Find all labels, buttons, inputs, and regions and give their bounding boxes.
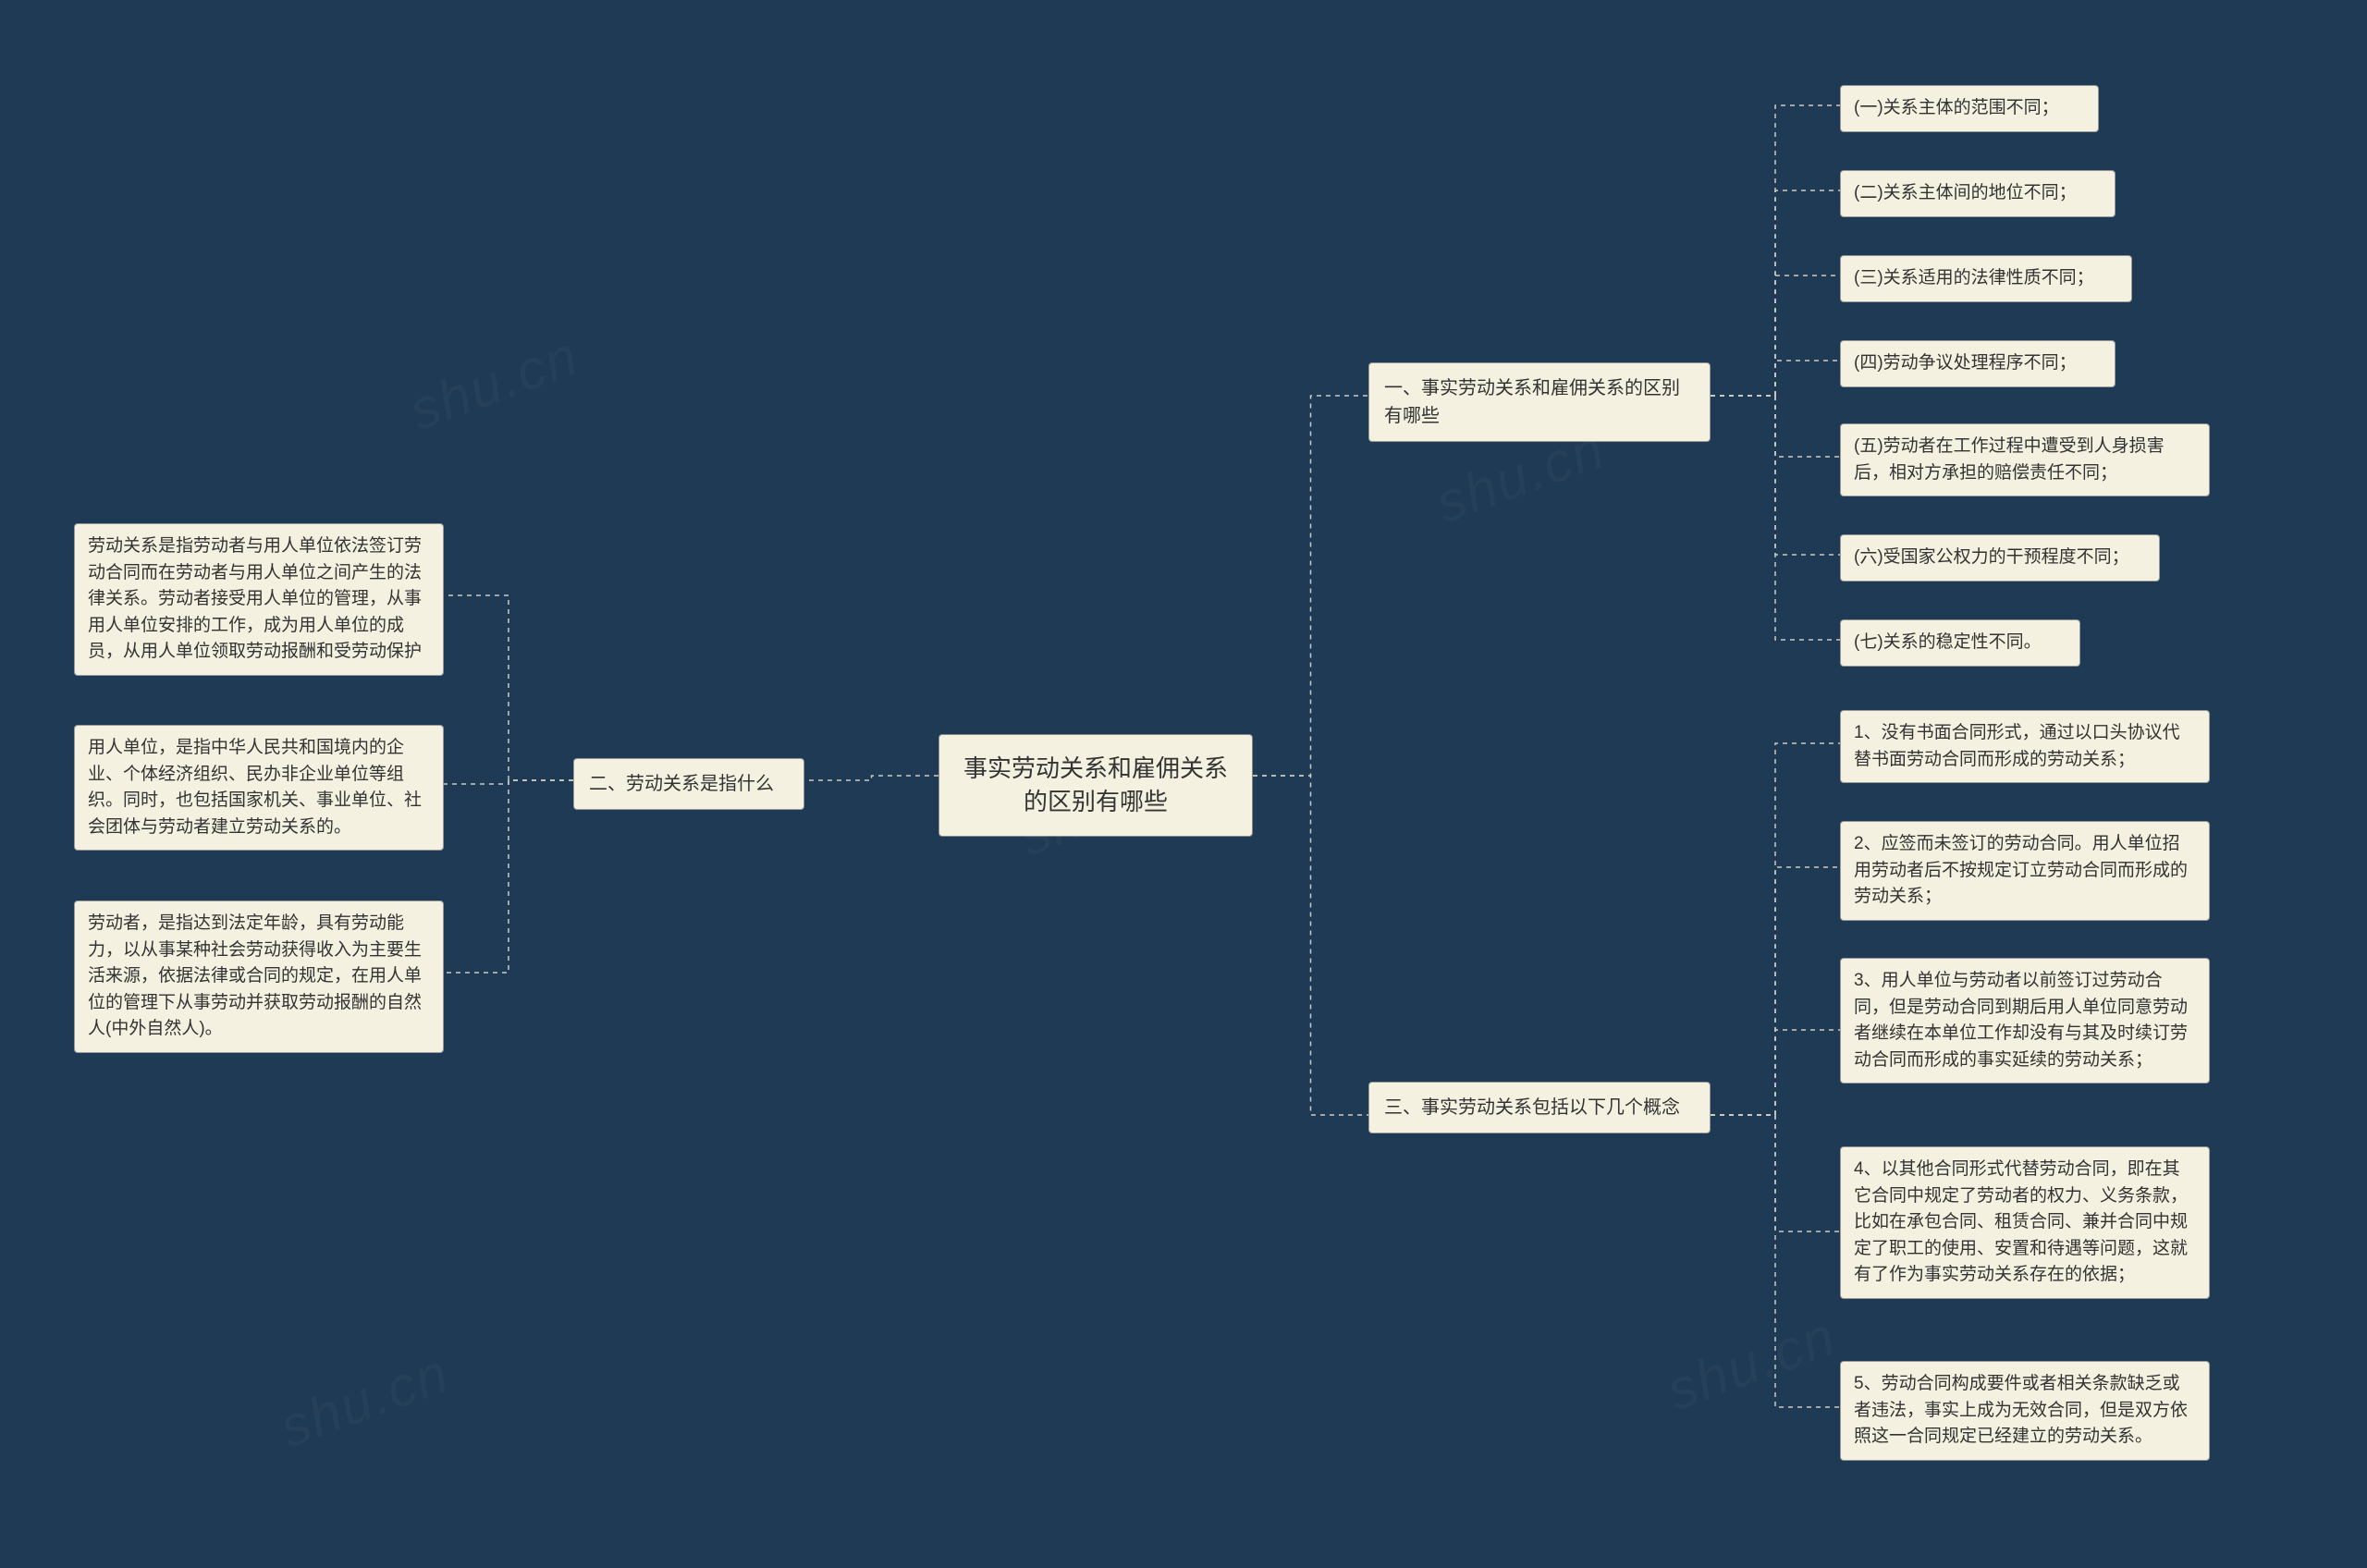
watermark-5: shu.cn bbox=[1659, 1304, 1845, 1423]
root-node: 事实劳动关系和雇佣关系的区别有哪些 bbox=[938, 734, 1253, 837]
leaf-b1-6: (六)受国家公权力的干预程度不同； bbox=[1840, 534, 2160, 582]
leaf-b3-3: 3、用人单位与劳动者以前签订过劳动合同，但是劳动合同到期后用人单位同意劳动者继续… bbox=[1840, 958, 2210, 1084]
leaf-b1-4: (四)劳动争议处理程序不同； bbox=[1840, 340, 2116, 387]
leaf-b2-3: 劳动者，是指达到法定年龄，具有劳动能力，以从事某种社会劳动获得收入为主要生活来源… bbox=[74, 900, 444, 1053]
branch-3: 三、事实劳动关系包括以下几个概念 bbox=[1368, 1082, 1711, 1133]
leaf-b2-2: 用人单位，是指中华人民共和国境内的企业、个体经济组织、民办非企业单位等组织。同时… bbox=[74, 725, 444, 851]
watermark-4: shu.cn bbox=[272, 1341, 458, 1460]
leaf-b3-5: 5、劳动合同构成要件或者相关条款缺乏或者违法，事实上成为无效合同，但是双方依照这… bbox=[1840, 1361, 2210, 1461]
leaf-b1-1: (一)关系主体的范围不同； bbox=[1840, 85, 2099, 132]
leaf-b1-5: (五)劳动者在工作过程中遭受到人身损害后，相对方承担的赔偿责任不同； bbox=[1840, 423, 2210, 496]
leaf-b2-1: 劳动关系是指劳动者与用人单位依法签订劳动合同而在劳动者与用人单位之间产生的法律关… bbox=[74, 523, 444, 676]
branch-2: 二、劳动关系是指什么 bbox=[573, 758, 804, 810]
leaf-b3-4: 4、以其他合同形式代替劳动合同，即在其它合同中规定了劳动者的权力、义务条款，比如… bbox=[1840, 1146, 2210, 1299]
leaf-b1-3: (三)关系适用的法律性质不同； bbox=[1840, 255, 2132, 302]
watermark-1: shu.cn bbox=[401, 324, 587, 443]
branch-1: 一、事实劳动关系和雇佣关系的区别有哪些 bbox=[1368, 362, 1711, 442]
leaf-b1-7: (七)关系的稳定性不同。 bbox=[1840, 619, 2080, 667]
leaf-b3-2: 2、应签而未签订的劳动合同。用人单位招用劳动者后不按规定订立劳动合同而形成的劳动… bbox=[1840, 821, 2210, 921]
leaf-b1-2: (二)关系主体间的地位不同； bbox=[1840, 170, 2116, 217]
leaf-b3-1: 1、没有书面合同形式，通过以口头协议代替书面劳动合同而形成的劳动关系； bbox=[1840, 710, 2210, 783]
